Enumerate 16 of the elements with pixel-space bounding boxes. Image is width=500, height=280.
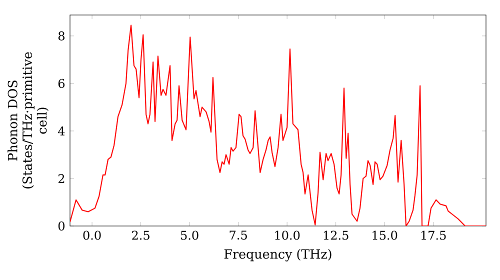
x-tick-label: 2.5 [132,230,150,240]
y-tick-label: 0 [58,221,64,231]
line-series [70,24,486,226]
y-tick-label: 6 [58,78,65,88]
x-tick-label: 7.5 [230,230,247,240]
x-tick-label: 12.5 [324,230,348,240]
x-axis-title: Frequency (THz) [224,248,332,262]
y-tick-label: 8 [58,31,64,40]
y-tick-label: 4 [58,126,65,136]
x-tick-label: 17.5 [421,230,446,240]
y-tick-label: 2 [58,174,64,183]
x-tick-label: 10.0 [275,230,300,240]
x-tick-label: 0.0 [83,230,101,240]
y-axis-title: Phonon DOS (States/THz·primitive cell) [8,52,48,188]
x-tick-label: 5.0 [181,230,198,240]
x-tick-label: 15.0 [372,230,398,240]
